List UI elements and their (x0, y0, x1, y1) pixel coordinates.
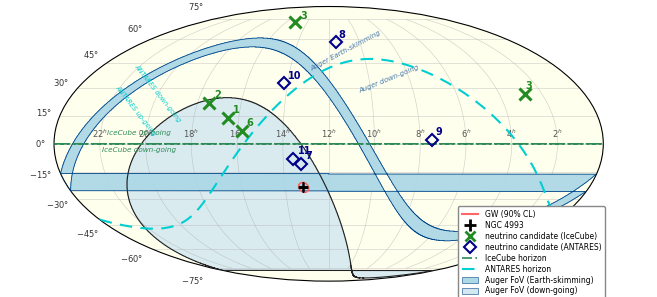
Text: ANTARES down-going: ANTARES down-going (134, 64, 183, 124)
Text: 6: 6 (247, 118, 254, 128)
Text: 9: 9 (436, 127, 443, 137)
Text: IceCube down-going: IceCube down-going (102, 147, 176, 153)
Text: 11: 11 (298, 146, 311, 156)
Text: 2: 2 (214, 90, 221, 100)
Text: ANTARES up-going: ANTARES up-going (114, 84, 157, 136)
Text: 8: 8 (339, 30, 346, 40)
Text: IceCube up-going: IceCube up-going (107, 130, 171, 136)
Text: 7: 7 (306, 151, 313, 161)
Text: 3: 3 (526, 81, 533, 91)
Legend: GW (90% CL), NGC 4993, neutrino candidate (IceCube), neutrino candidate (ANTARES: GW (90% CL), NGC 4993, neutrino candidat… (458, 206, 605, 297)
Text: 3: 3 (300, 11, 307, 21)
Text: Auger down-going: Auger down-going (358, 65, 420, 94)
Text: 10: 10 (288, 71, 302, 81)
Text: Auger Earth-skimming: Auger Earth-skimming (309, 30, 382, 72)
Text: 1: 1 (233, 105, 239, 115)
